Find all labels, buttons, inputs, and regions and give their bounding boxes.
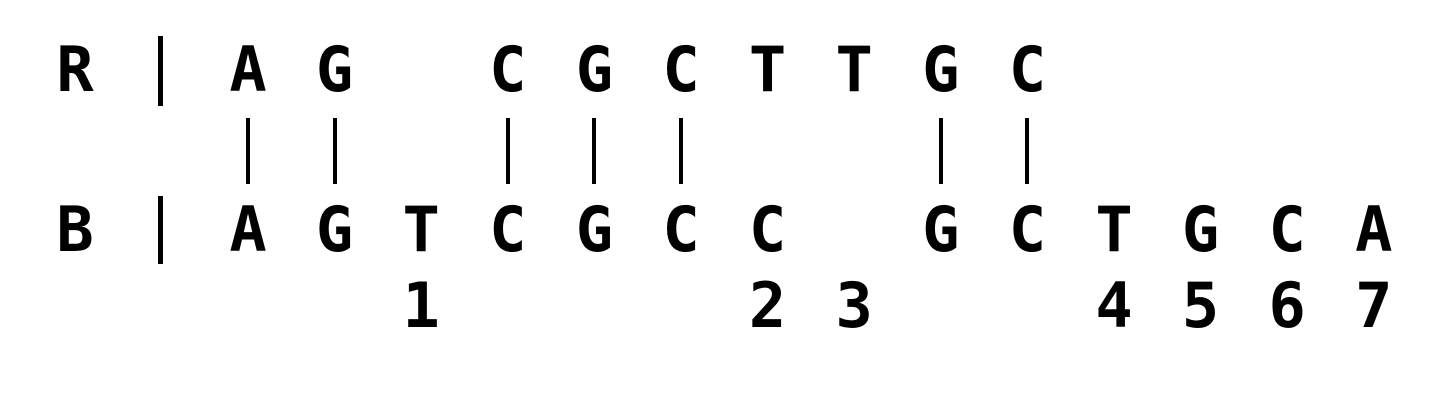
reference-base: T [748,33,787,106]
difference-number: 6 [1268,269,1306,342]
reference-base: G [922,33,960,106]
compared-base: G [575,193,614,266]
difference-number: 1 [402,269,440,342]
match-line [332,118,337,184]
match-line [938,118,943,184]
reference-base: G [575,33,614,106]
compared-base: A [1355,193,1393,266]
reference-base: C [489,33,527,106]
difference-number: 4 [1095,269,1133,342]
compared-base: A [229,193,267,266]
row-separator-r [158,36,163,106]
row-label-r: R [56,33,94,106]
row-label-b: B [56,193,94,266]
compared-base: T [1095,193,1133,266]
reference-base: G [315,33,354,106]
compared-base: C [489,193,527,266]
difference-number: 5 [1181,269,1220,342]
difference-number: 7 [1355,269,1393,342]
compared-base: G [1181,193,1220,266]
compared-base: C [1268,193,1306,266]
match-line [1025,118,1030,184]
reference-base: C [1008,33,1047,106]
match-line [679,118,683,184]
difference-number: 3 [835,269,873,342]
compared-base: T [402,193,440,266]
row-separator-b [158,196,163,264]
match-line [592,118,597,184]
compared-base: C [748,193,787,266]
compared-base: G [922,193,960,266]
compared-base: C [662,193,700,266]
reference-base: T [835,33,873,106]
difference-number: 2 [748,269,787,342]
compared-base: C [1008,193,1047,266]
match-line [505,118,510,184]
match-line [246,118,250,184]
reference-base: C [662,33,700,106]
compared-base: G [315,193,354,266]
reference-base: A [229,33,267,106]
